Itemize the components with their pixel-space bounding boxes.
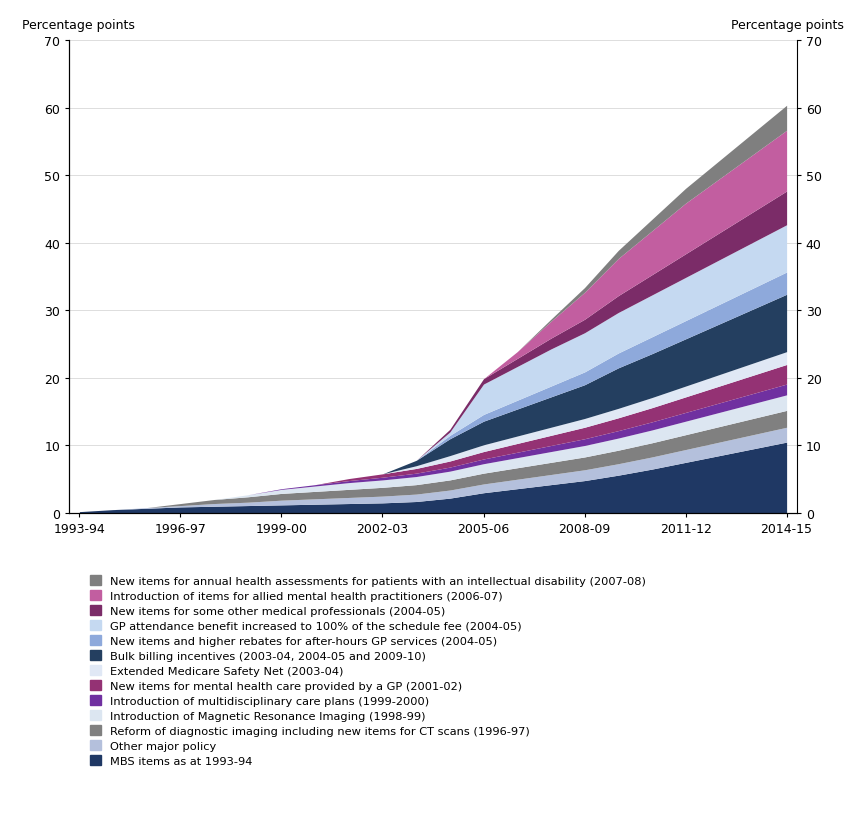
Text: Percentage points: Percentage points [22, 19, 135, 32]
Text: Percentage points: Percentage points [731, 19, 844, 32]
Legend: New items for annual health assessments for patients with an intellectual disabi: New items for annual health assessments … [89, 575, 646, 766]
